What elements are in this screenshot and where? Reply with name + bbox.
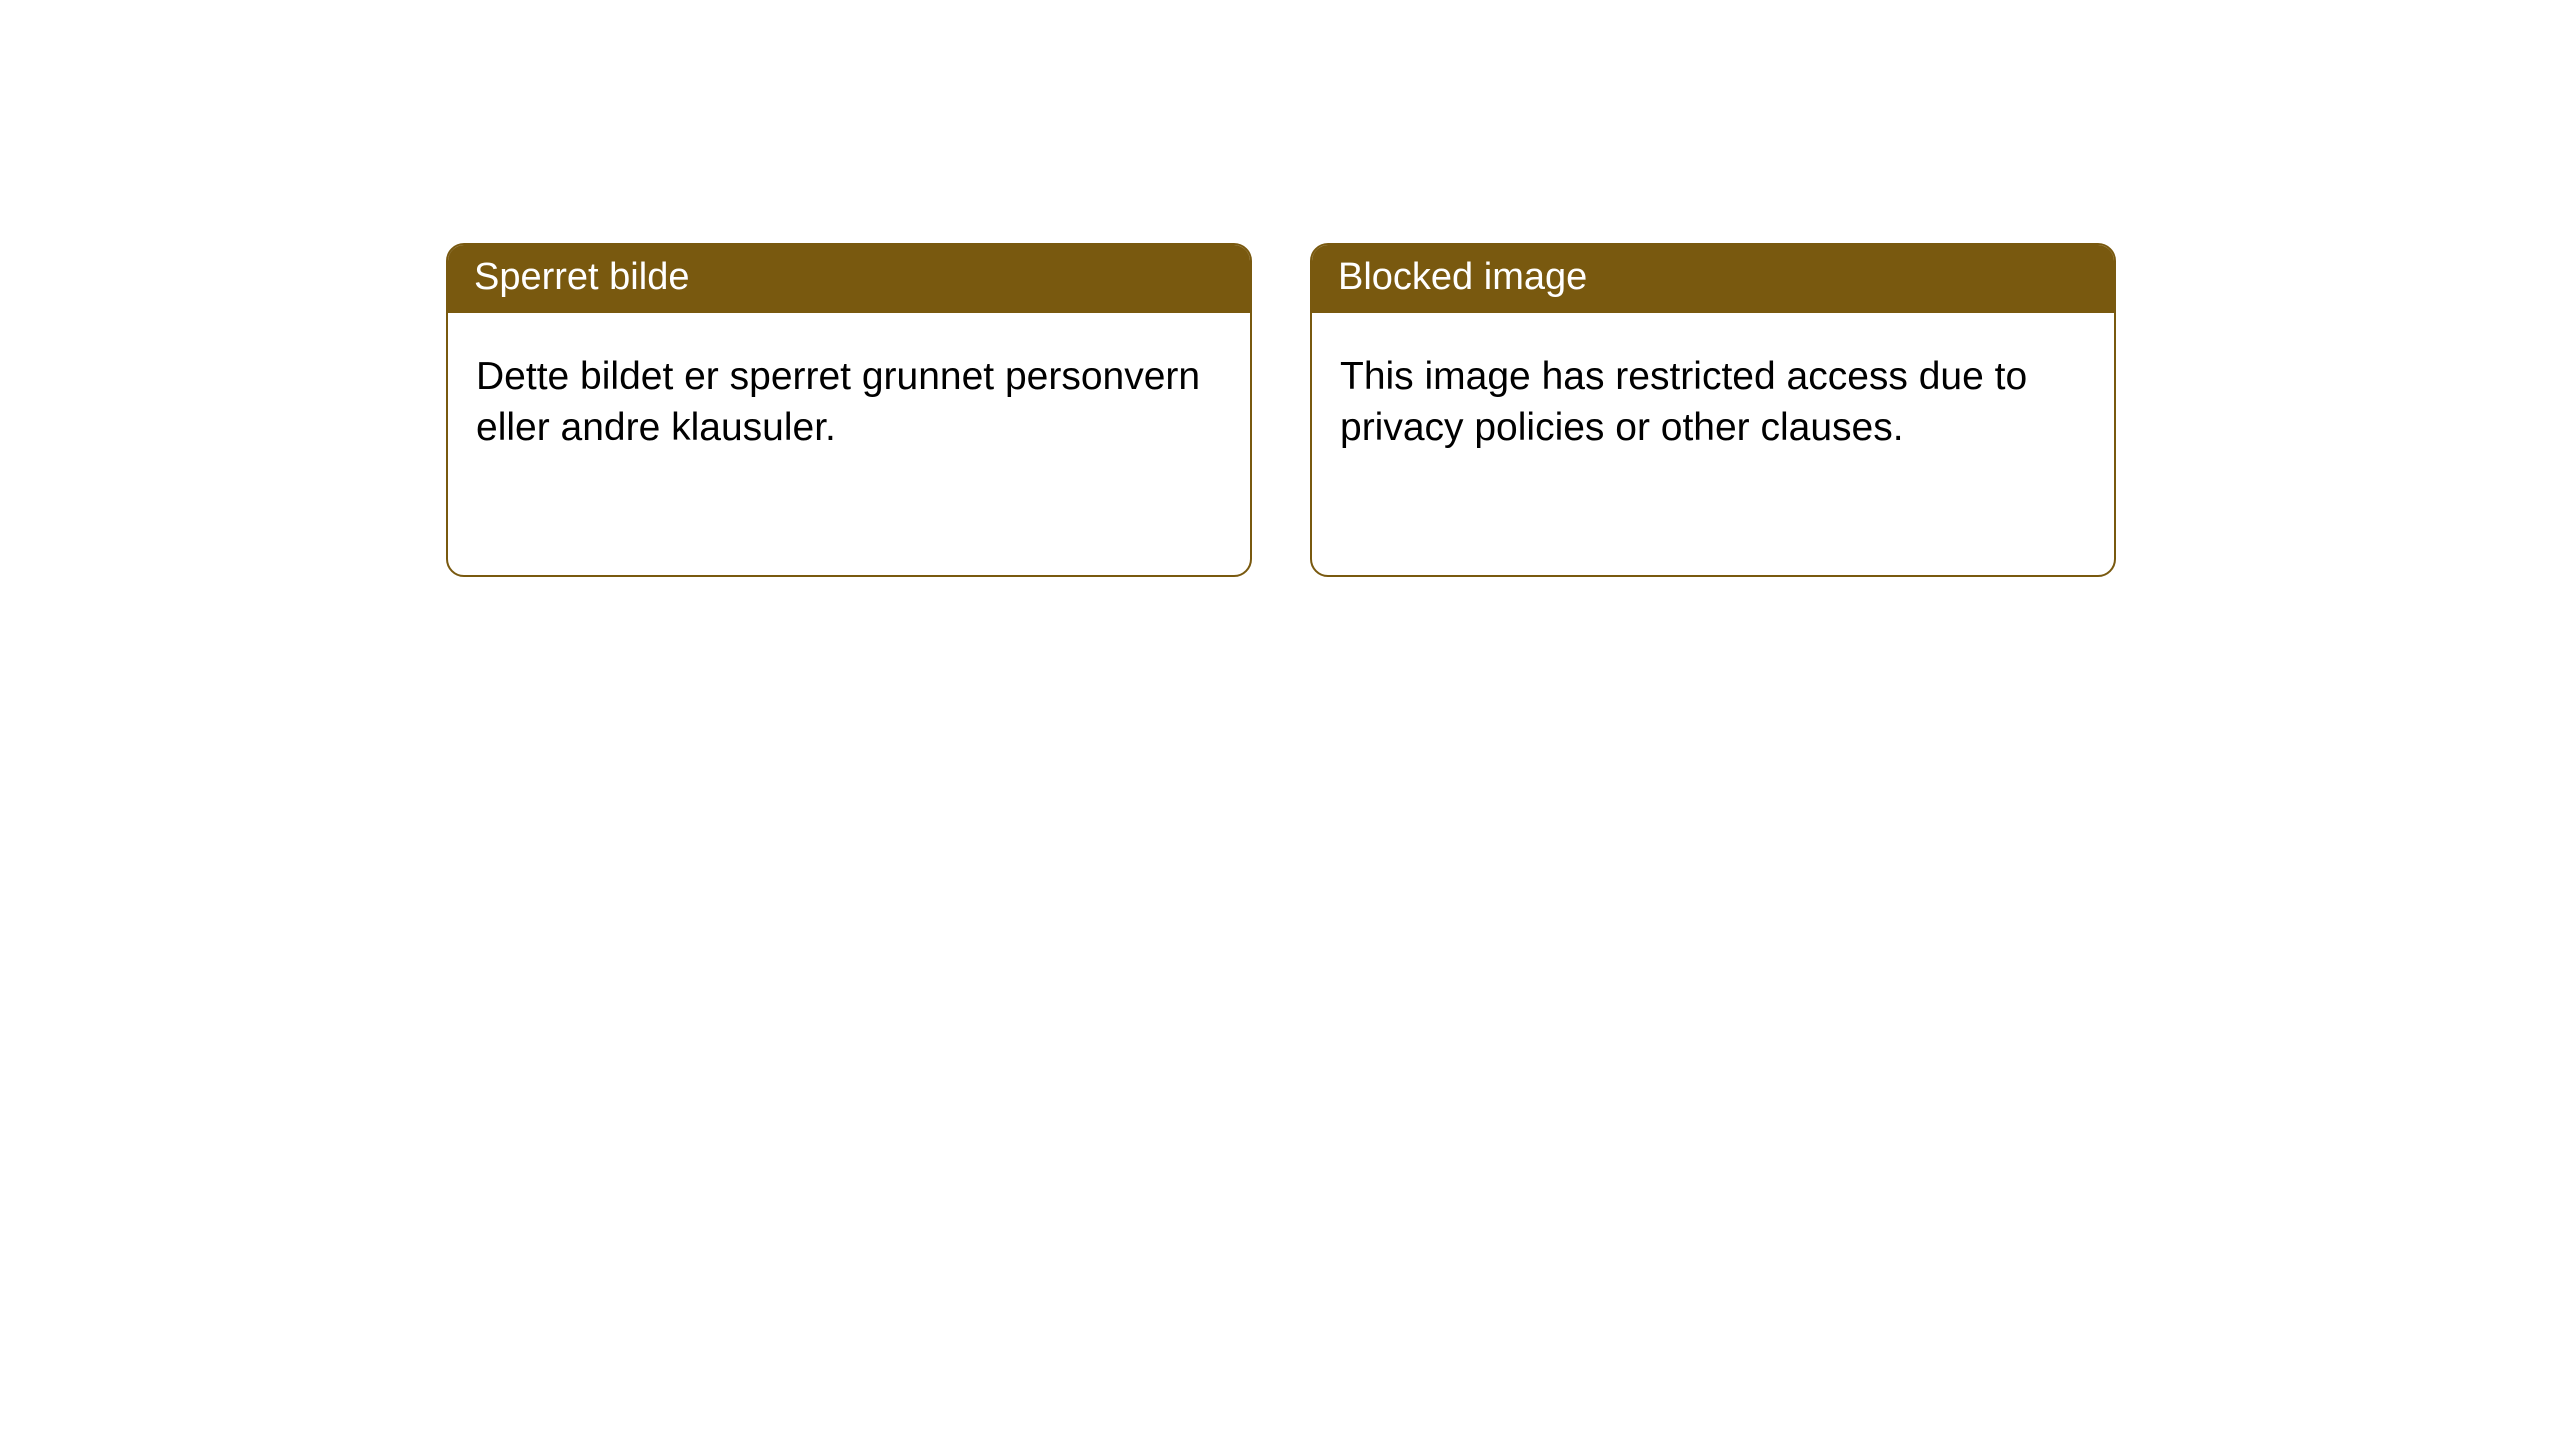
card-message: Dette bildet er sperret grunnet personve… [476,355,1200,449]
card-body: This image has restricted access due to … [1312,313,2114,492]
card-body: Dette bildet er sperret grunnet personve… [448,313,1250,492]
card-header: Sperret bilde [448,245,1250,313]
card-header: Blocked image [1312,245,2114,313]
blocked-image-card-en: Blocked image This image has restricted … [1310,243,2116,577]
card-title: Blocked image [1338,256,1587,298]
notice-container: Sperret bilde Dette bildet er sperret gr… [0,0,2560,577]
blocked-image-card-no: Sperret bilde Dette bildet er sperret gr… [446,243,1252,577]
card-title: Sperret bilde [474,256,689,298]
card-message: This image has restricted access due to … [1340,355,2027,449]
